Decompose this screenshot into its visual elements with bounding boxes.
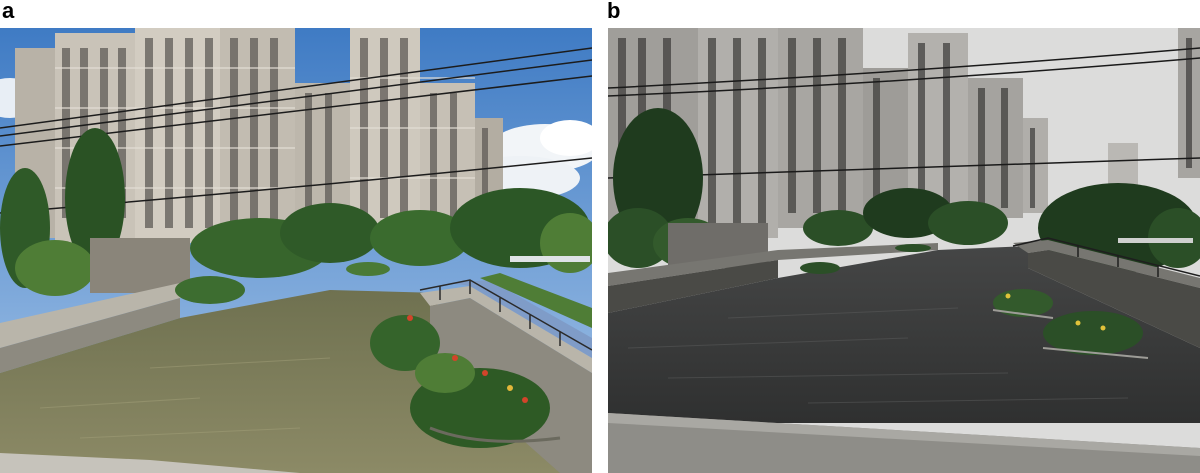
left-wall-top <box>0 278 230 348</box>
floating-island <box>800 262 840 274</box>
right-wall <box>1028 250 1200 348</box>
left-wall-top <box>608 243 938 286</box>
pavilion-roof <box>1118 238 1193 243</box>
floating-island <box>895 244 931 252</box>
panel-label-a: a <box>2 0 15 23</box>
right-wall-top <box>1013 240 1200 288</box>
canal-water <box>608 246 1200 423</box>
floating-flower-island <box>992 289 1149 359</box>
railing <box>419 279 592 351</box>
railing <box>1012 237 1200 277</box>
floating-flower-island <box>370 315 561 448</box>
pavilion-roof <box>510 256 590 262</box>
left-wall <box>608 260 778 313</box>
floating-island <box>175 276 245 304</box>
low-building <box>90 238 190 293</box>
left-wall <box>0 298 180 373</box>
sunny-canal-illustration <box>0 28 592 473</box>
photo-sunny-canal <box>0 28 592 473</box>
rainy-canal-illustration <box>608 28 1200 473</box>
foreground-wall <box>0 453 300 473</box>
trees <box>0 128 592 296</box>
panel-label-b: b <box>607 0 621 23</box>
grass <box>480 273 592 328</box>
right-wall-top <box>420 286 592 373</box>
photo-rainy-canal <box>608 28 1200 473</box>
cloud <box>540 120 592 156</box>
floating-island <box>346 262 390 276</box>
